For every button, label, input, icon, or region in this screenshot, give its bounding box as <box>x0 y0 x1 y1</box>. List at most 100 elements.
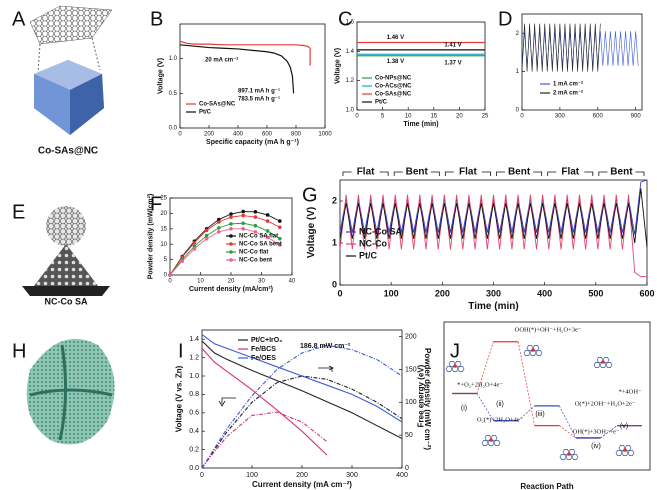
y-tick-label: 1.2 <box>189 354 199 361</box>
data-point <box>241 213 245 218</box>
y-axis-label: Voltage (V) <box>335 48 342 84</box>
series-line <box>201 344 403 469</box>
panel-label: G <box>302 184 318 206</box>
y-tick-label: 2 <box>516 31 520 37</box>
connector <box>559 405 577 439</box>
x-tick-label: 20 <box>456 114 463 120</box>
metal-atom <box>489 438 493 442</box>
series-line <box>201 375 403 469</box>
data-point <box>229 215 233 219</box>
state-label: O(*)+2OH⁻+H₂O+2e⁻ <box>575 400 636 407</box>
y-tick-label: 1.6 <box>346 20 355 26</box>
x-tick-label: 600 <box>262 132 273 138</box>
y-tick-label: 0.6 <box>189 410 199 417</box>
y-axis-label: Voltage (V) <box>158 58 165 94</box>
ring <box>523 350 531 356</box>
data-point <box>217 230 221 234</box>
segment-label: Bent <box>610 167 633 178</box>
caption: NC-Co SA <box>45 296 88 306</box>
ring <box>605 362 613 368</box>
x-tick-label: 800 <box>291 132 302 138</box>
step-label: (v) <box>620 423 628 430</box>
panel-label: F <box>150 193 162 215</box>
x-tick-label: 30 <box>258 279 265 285</box>
y-tick-label: 0.5 <box>169 91 178 97</box>
plot-frame <box>179 23 326 129</box>
y-tick-label: 10 <box>160 242 167 248</box>
state-label: OH(*)+3OH⁻+e⁻ <box>573 428 620 435</box>
data-point <box>278 236 282 241</box>
legend-label: NC-Co flat <box>239 250 268 256</box>
data-point <box>229 222 233 226</box>
y2-tick-label: 50 <box>405 432 413 439</box>
series-line <box>169 215 281 276</box>
ring <box>627 450 635 456</box>
segment-bg <box>607 166 636 178</box>
molecule-icon <box>523 345 543 356</box>
y-tick-label: 5 <box>164 257 168 263</box>
x-tick-label: 300 <box>555 114 566 120</box>
legend-label: 1 mA cm⁻² <box>553 81 583 88</box>
plot-frame <box>356 21 486 111</box>
data-point <box>253 215 258 219</box>
legend-marker <box>229 242 233 246</box>
segment-bg <box>453 166 482 178</box>
y2-tick-label: 100 <box>405 399 417 406</box>
x-tick-label: 25 <box>482 114 489 120</box>
ring <box>615 450 623 456</box>
series-line <box>201 340 403 440</box>
connector <box>476 393 494 421</box>
x-tick-label: 40 <box>289 279 296 285</box>
molecule-icon <box>593 357 613 368</box>
data-point <box>204 236 209 241</box>
x-tick-label: 200 <box>435 288 450 298</box>
metal-atom <box>453 364 457 368</box>
y-tick-label: 1 <box>332 237 337 247</box>
segment-bg <box>351 166 380 178</box>
legend-label: NC-Co SA flat <box>239 234 278 240</box>
data-point <box>265 213 270 217</box>
panel-label: D <box>498 8 512 30</box>
molecule-icon <box>481 435 501 446</box>
data-point <box>217 220 221 224</box>
legend-label: Pt/C+IrO₂ <box>251 337 282 344</box>
x-tick-label: 400 <box>537 288 552 298</box>
y-tick-label: 0 <box>516 108 520 114</box>
series-line <box>169 211 281 276</box>
data-point <box>253 230 258 234</box>
x-axis-label: Current density (mA cm⁻²) <box>252 480 352 489</box>
y2-tick-label: 150 <box>405 366 417 373</box>
molecule-icon <box>445 361 465 372</box>
series-line <box>179 40 311 66</box>
data-point <box>168 273 172 277</box>
x-tick-label: 300 <box>486 288 501 298</box>
segment-label: Flat <box>561 167 579 178</box>
ring <box>571 454 579 460</box>
data-point <box>278 225 282 230</box>
data-point <box>217 217 221 222</box>
y-tick-label: 0 <box>164 273 168 279</box>
y-tick-label: 1.0 <box>189 373 199 380</box>
step-label: (i) <box>461 405 467 412</box>
legend-label: NC-Co bent <box>239 258 272 264</box>
y-tick-label: 1.0 <box>346 108 355 114</box>
x-tick-label: 0 <box>178 132 182 138</box>
data-point <box>229 227 233 231</box>
panel-label: I <box>178 340 184 362</box>
x-tick-label: 0 <box>168 279 172 285</box>
data-point <box>229 212 233 216</box>
x-tick-label: 5 <box>381 114 385 120</box>
x-tick-label: 200 <box>296 472 308 479</box>
series-line <box>201 348 328 456</box>
legend-label: Pt/C <box>359 250 378 260</box>
y-tick-label: 2 <box>332 195 337 205</box>
x-tick-label: 0 <box>337 288 342 298</box>
plot-frame <box>443 321 651 471</box>
data-point <box>204 233 209 238</box>
illustration-h: H <box>12 338 115 445</box>
x-tick-label: 400 <box>233 132 244 138</box>
step-label: (iii) <box>535 411 544 418</box>
x-tick-label: 0 <box>520 114 524 120</box>
x-tick-label: 20 <box>228 279 235 285</box>
y-axis-label: Voltage (V vs. Zn) <box>175 365 184 432</box>
